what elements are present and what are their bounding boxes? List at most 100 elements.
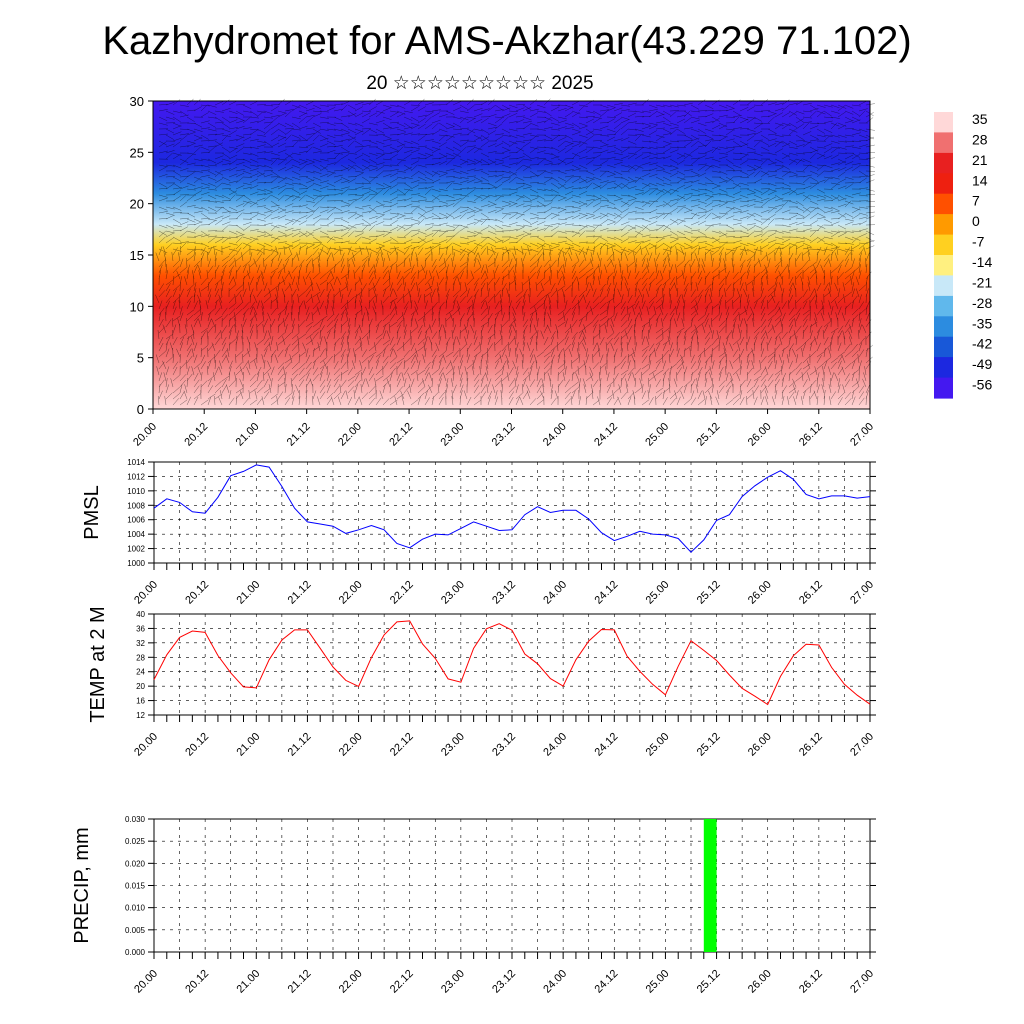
wind-barb — [172, 110, 182, 114]
wind-barb — [557, 338, 565, 346]
wind-barb — [186, 377, 189, 388]
wind-barb — [473, 107, 483, 112]
wind-barb — [158, 224, 168, 229]
wind-barb — [410, 116, 419, 122]
wind-barb — [248, 390, 251, 400]
wind-barb — [480, 336, 483, 346]
wind-barb — [564, 169, 574, 172]
wind-barb — [403, 231, 412, 238]
wind-barb — [235, 234, 245, 238]
wind-barb — [214, 337, 221, 346]
wind-barb — [417, 369, 426, 376]
wind-barb — [557, 349, 563, 358]
wind-barb — [186, 396, 192, 406]
wind-barb — [396, 225, 405, 232]
wind-barb — [396, 336, 401, 346]
wind-barb — [158, 283, 165, 292]
wind-barb — [186, 212, 196, 218]
wind-barb — [578, 156, 588, 160]
wind-barb — [473, 113, 483, 118]
wind-barb — [361, 112, 371, 118]
wind-barb — [508, 134, 518, 139]
wind-barb — [556, 329, 559, 340]
wind-barb — [571, 143, 581, 148]
wind-barb — [407, 288, 412, 298]
wind-barb — [389, 110, 399, 113]
wind-barb — [627, 318, 633, 328]
wind-barb — [557, 158, 567, 164]
wind-barb — [501, 200, 511, 204]
wind-barb — [606, 174, 616, 178]
wind-barb — [207, 128, 217, 132]
wind-barb — [578, 141, 587, 148]
wind-barb — [431, 178, 441, 184]
wind-barb — [200, 104, 208, 112]
wind-barb — [249, 380, 257, 388]
wind-barb — [585, 212, 595, 216]
wind-barb — [298, 353, 300, 364]
wind-barb — [172, 329, 174, 340]
wind-barb — [284, 372, 287, 382]
wind-barb — [445, 158, 453, 166]
wind-barb — [312, 150, 322, 154]
wind-barb — [536, 182, 546, 185]
wind-barb — [458, 366, 461, 376]
wind-barb — [228, 206, 238, 212]
wind-barb — [165, 214, 175, 220]
wind-barb — [249, 276, 254, 286]
wind-barb — [158, 342, 164, 352]
wind-barb — [228, 276, 234, 286]
wind-barb — [473, 147, 482, 154]
wind-barb — [522, 383, 524, 394]
wind-barb — [283, 293, 286, 304]
wind-barb — [186, 116, 195, 122]
wind-barb — [627, 294, 633, 304]
wind-barb — [312, 214, 322, 220]
wind-barb — [221, 176, 231, 182]
wind-barb — [179, 217, 190, 220]
wind-barb — [620, 270, 624, 280]
wind-barb — [298, 379, 305, 388]
wind-barb — [494, 300, 500, 310]
wind-barb — [333, 313, 340, 322]
wind-barb — [529, 332, 537, 340]
wind-barb — [613, 373, 619, 382]
wind-barb — [354, 372, 360, 382]
wind-barb — [172, 137, 182, 142]
wind-barb — [578, 104, 586, 112]
wind-barb — [253, 360, 258, 370]
wind-barb — [543, 371, 546, 382]
wind-barb — [466, 200, 476, 203]
wind-barb — [522, 374, 530, 382]
wind-barb — [592, 276, 596, 286]
wind-barb — [242, 158, 252, 163]
wind-barb — [605, 342, 608, 352]
wind-barb — [221, 255, 230, 262]
wind-barb — [249, 229, 259, 232]
wind-barb — [207, 385, 214, 394]
wind-barb — [179, 293, 181, 304]
wind-barb — [246, 366, 251, 376]
wind-barb — [270, 307, 277, 316]
wind-barb — [431, 306, 434, 316]
wind-barb — [340, 252, 345, 262]
wind-barb — [186, 128, 196, 133]
wind-barb — [249, 200, 259, 205]
wind-barb — [557, 183, 566, 190]
wind-barb — [172, 131, 182, 136]
wind-barb — [514, 281, 517, 292]
wind-barb — [382, 104, 392, 109]
wind-barb — [235, 289, 242, 298]
wind-barb — [417, 206, 426, 212]
wind-barb — [515, 257, 518, 268]
wind-barb — [172, 361, 179, 370]
wind-barb — [249, 191, 259, 196]
wind-barb — [234, 294, 237, 304]
wind-barb — [571, 319, 578, 328]
wind-barb — [424, 112, 433, 118]
wind-barb — [298, 389, 300, 400]
wind-barb — [515, 195, 524, 202]
wind-barb — [214, 236, 225, 238]
wind-barb — [361, 195, 370, 202]
wind-barb — [263, 368, 271, 376]
